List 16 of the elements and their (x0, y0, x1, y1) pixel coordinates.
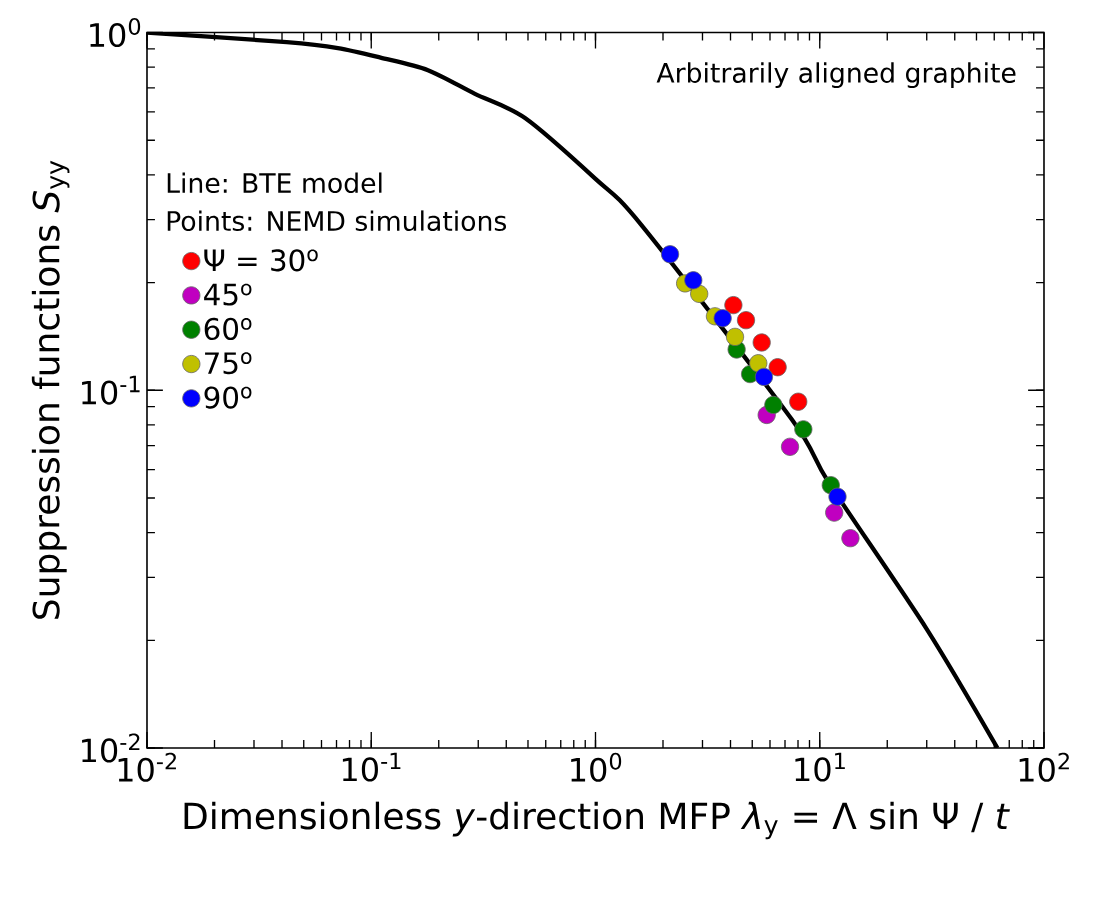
x-tick-label: 10$^{2}$ (1019, 752, 1069, 782)
legend-label: 90$^{o}$ (204, 386, 252, 409)
legend-label: Ψ = 30$^{o}$ (204, 249, 318, 272)
x-axis-title: Dimensionless y-direction MFP λ$_{y}$ = Λ sin Ψ / t (184, 801, 1010, 840)
y-tick-label: 10$^{-1}$ (82, 375, 140, 405)
legend-label: 45$^{o}$ (204, 283, 252, 306)
x-tick-label: 10$^{1}$ (795, 752, 845, 782)
y-axis-title: Suppression functions S$_{yy}$ (31, 160, 70, 619)
annotation: Points: NEMD simulations (167, 210, 507, 232)
annotation: Line: BTE model (167, 172, 382, 194)
annotation: Arbitrarily aligned graphite (656, 62, 1016, 89)
y-tick-label: 10$^{0}$ (90, 17, 141, 48)
legend-label: 60$^{o}$ (204, 317, 252, 341)
legend-label: 75$^{o}$ (205, 352, 252, 375)
x-tick-label: 10$^{0}$ (571, 752, 622, 782)
x-tick-label: 10$^{-1}$ (342, 752, 401, 782)
